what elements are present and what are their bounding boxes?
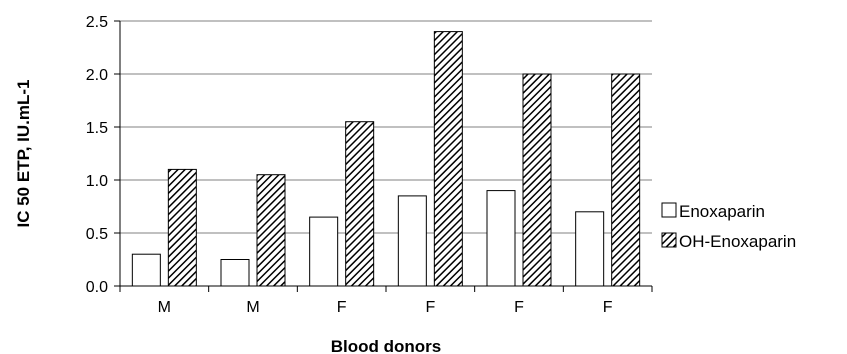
bars bbox=[131, 31, 641, 287]
bar-enoxaparin-2 bbox=[220, 259, 250, 287]
bar-oh-enoxaparin-2 bbox=[256, 174, 286, 287]
bar-oh-enoxaparin-3 bbox=[345, 121, 375, 287]
y-tick-label: 0.0 bbox=[86, 279, 108, 296]
gridlines bbox=[120, 20, 652, 234]
x-axis-title: Blood donors bbox=[331, 337, 441, 354]
y-tick-label: 1.5 bbox=[86, 120, 108, 137]
legend-label-oh-enoxaparin: OH-Enoxaparin bbox=[679, 232, 796, 251]
bar-oh-enoxaparin-6 bbox=[611, 73, 641, 287]
bar-enoxaparin-5 bbox=[486, 190, 516, 287]
legend: Enoxaparin OH-Enoxaparin bbox=[661, 202, 796, 251]
tick-labels: 0.0 0.5 1.0 1.5 2.0 2.5 M M F F F F bbox=[86, 14, 653, 316]
bar-enoxaparin-3 bbox=[309, 216, 339, 287]
y-tick-label: 2.0 bbox=[86, 67, 108, 84]
bar-oh-enoxaparin-5 bbox=[522, 73, 552, 287]
legend-swatch-oh-enoxaparin bbox=[661, 232, 677, 248]
legend-label-enoxaparin: Enoxaparin bbox=[679, 202, 765, 221]
x-tick-label: F bbox=[514, 299, 524, 316]
x-tick-label: M bbox=[158, 299, 171, 316]
legend-swatch-enoxaparin bbox=[661, 202, 677, 218]
x-tick-label: M bbox=[246, 299, 259, 316]
x-tick-label: F bbox=[425, 299, 435, 316]
bar-oh-enoxaparin-1 bbox=[167, 168, 197, 287]
bar-enoxaparin-6 bbox=[575, 211, 605, 287]
x-tick-label: F bbox=[603, 299, 613, 316]
y-tick-label: 0.5 bbox=[86, 226, 108, 243]
y-tick-label: 1.0 bbox=[86, 173, 108, 190]
bar-oh-enoxaparin-4 bbox=[433, 31, 463, 287]
bar-enoxaparin-1 bbox=[131, 253, 161, 287]
bar-enoxaparin-4 bbox=[397, 195, 427, 287]
x-tick-label: F bbox=[337, 299, 347, 316]
y-tick-label: 2.5 bbox=[86, 14, 108, 31]
y-axis-title: IC 50 ETP, IU.mL-1 bbox=[14, 79, 33, 227]
axes bbox=[119, 21, 652, 287]
